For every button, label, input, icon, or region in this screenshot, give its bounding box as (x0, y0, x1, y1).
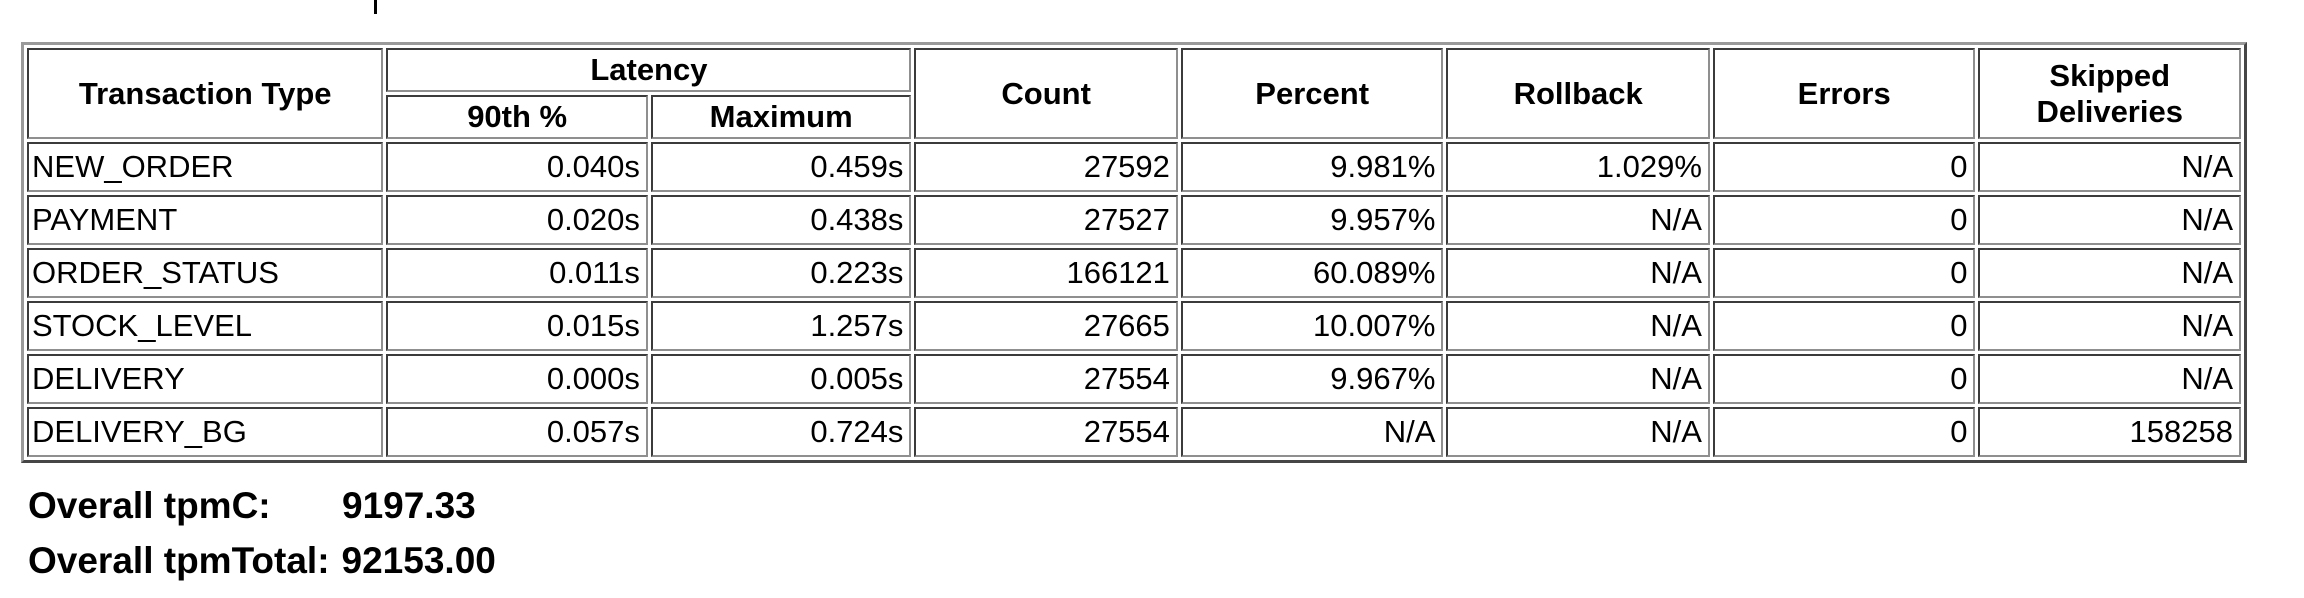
cell-latency-90th: 0.057s (386, 407, 648, 457)
header-errors: Errors (1712, 48, 1976, 139)
table-row: ORDER_STATUS 0.011s 0.223s 166121 60.089… (27, 248, 2241, 298)
overall-summary: Overall tpmC: 9197.33 Overall tpmTotal: … (28, 478, 496, 588)
table-row: NEW_ORDER 0.040s 0.459s 27592 9.981% 1.0… (27, 142, 2241, 192)
header-count: Count (914, 48, 1178, 139)
cell-transaction-type: ORDER_STATUS (27, 248, 384, 298)
table-row: DELIVERY_BG 0.057s 0.724s 27554 N/A N/A … (27, 407, 2241, 457)
tpmtotal-value: 92153.00 (341, 540, 496, 581)
cell-skipped-deliveries: N/A (1978, 248, 2241, 298)
table-row: DELIVERY 0.000s 0.005s 27554 9.967% N/A … (27, 354, 2241, 404)
tpmtotal-label: Overall tpmTotal: (28, 540, 330, 581)
cell-errors: 0 (1712, 354, 1976, 404)
transaction-summary-table: Transaction Type Latency Count Percent R… (21, 42, 2247, 463)
cell-latency-90th: 0.040s (386, 142, 648, 192)
header-latency-maximum: Maximum (650, 95, 912, 139)
tpmc-value: 9197.33 (342, 485, 476, 526)
cell-count: 27554 (914, 354, 1178, 404)
cell-count: 27592 (914, 142, 1178, 192)
cell-latency-maximum: 0.223s (650, 248, 912, 298)
tpmc-label: Overall tpmC: (28, 485, 271, 526)
cell-percent: N/A (1180, 407, 1444, 457)
cell-skipped-deliveries: N/A (1978, 195, 2241, 245)
table-row: STOCK_LEVEL 0.015s 1.257s 27665 10.007% … (27, 301, 2241, 351)
cell-skipped-deliveries: N/A (1978, 142, 2241, 192)
cell-rollback: N/A (1446, 195, 1710, 245)
cell-percent: 10.007% (1180, 301, 1444, 351)
cell-percent: 9.981% (1180, 142, 1444, 192)
cell-latency-maximum: 0.005s (650, 354, 912, 404)
cell-rollback: 1.029% (1446, 142, 1710, 192)
cell-latency-maximum: 0.724s (650, 407, 912, 457)
cell-transaction-type: STOCK_LEVEL (27, 301, 384, 351)
header-skipped-deliveries: Skipped Deliveries (1978, 48, 2241, 139)
cell-transaction-type: DELIVERY_BG (27, 407, 384, 457)
cell-rollback: N/A (1446, 248, 1710, 298)
cropped-text-fragment (374, 0, 377, 14)
cell-transaction-type: NEW_ORDER (27, 142, 384, 192)
cell-rollback: N/A (1446, 407, 1710, 457)
cell-latency-90th: 0.000s (386, 354, 648, 404)
cell-errors: 0 (1712, 142, 1976, 192)
cell-latency-90th: 0.015s (386, 301, 648, 351)
cell-count: 27527 (914, 195, 1178, 245)
header-latency-90th: 90th % (386, 95, 648, 139)
cell-latency-maximum: 0.438s (650, 195, 912, 245)
tpmtotal-row: Overall tpmTotal: 92153.00 (28, 533, 496, 588)
header-percent: Percent (1180, 48, 1444, 139)
table-header: Transaction Type Latency Count Percent R… (27, 48, 2241, 139)
table-body: NEW_ORDER 0.040s 0.459s 27592 9.981% 1.0… (27, 142, 2241, 457)
tpmc-row: Overall tpmC: 9197.33 (28, 478, 496, 533)
cell-errors: 0 (1712, 407, 1976, 457)
cell-rollback: N/A (1446, 354, 1710, 404)
cell-errors: 0 (1712, 301, 1976, 351)
cell-percent: 60.089% (1180, 248, 1444, 298)
cell-percent: 9.957% (1180, 195, 1444, 245)
cell-transaction-type: PAYMENT (27, 195, 384, 245)
cell-errors: 0 (1712, 195, 1976, 245)
header-rollback: Rollback (1446, 48, 1710, 139)
cell-latency-90th: 0.020s (386, 195, 648, 245)
cell-latency-maximum: 0.459s (650, 142, 912, 192)
cell-latency-maximum: 1.257s (650, 301, 912, 351)
cell-errors: 0 (1712, 248, 1976, 298)
cell-count: 27665 (914, 301, 1178, 351)
cell-skipped-deliveries: N/A (1978, 354, 2241, 404)
cell-skipped-deliveries: 158258 (1978, 407, 2241, 457)
header-transaction-type: Transaction Type (27, 48, 384, 139)
cell-latency-90th: 0.011s (386, 248, 648, 298)
cell-transaction-type: DELIVERY (27, 354, 384, 404)
cell-count: 166121 (914, 248, 1178, 298)
cell-count: 27554 (914, 407, 1178, 457)
cell-rollback: N/A (1446, 301, 1710, 351)
header-latency: Latency (386, 48, 912, 92)
table-row: PAYMENT 0.020s 0.438s 27527 9.957% N/A 0… (27, 195, 2241, 245)
cell-percent: 9.967% (1180, 354, 1444, 404)
cell-skipped-deliveries: N/A (1978, 301, 2241, 351)
